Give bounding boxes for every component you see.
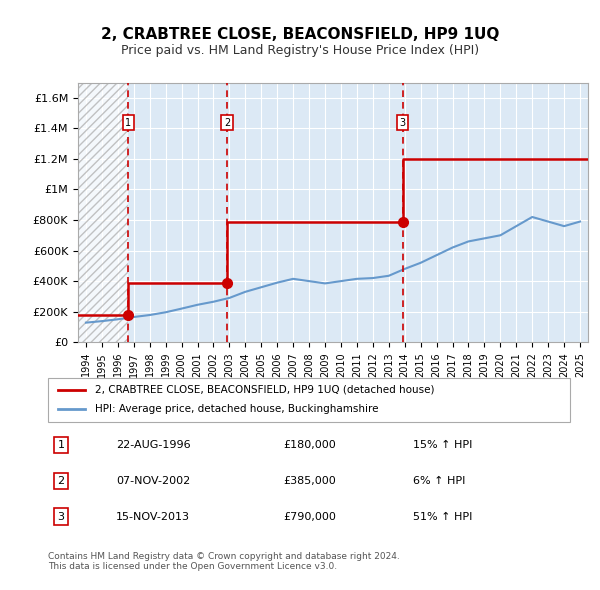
Text: 2, CRABTREE CLOSE, BEACONSFIELD, HP9 1UQ: 2, CRABTREE CLOSE, BEACONSFIELD, HP9 1UQ	[101, 27, 499, 41]
Text: 2: 2	[58, 476, 65, 486]
Text: 1: 1	[58, 440, 65, 450]
Text: 22-AUG-1996: 22-AUG-1996	[116, 440, 190, 450]
Text: 51% ↑ HPI: 51% ↑ HPI	[413, 512, 473, 522]
Text: 2, CRABTREE CLOSE, BEACONSFIELD, HP9 1UQ (detached house): 2, CRABTREE CLOSE, BEACONSFIELD, HP9 1UQ…	[95, 385, 434, 395]
FancyBboxPatch shape	[48, 378, 570, 422]
Text: 3: 3	[58, 512, 65, 522]
Text: 1: 1	[125, 118, 131, 128]
Text: Price paid vs. HM Land Registry's House Price Index (HPI): Price paid vs. HM Land Registry's House …	[121, 44, 479, 57]
Bar	[78, 83, 128, 342]
Text: 6% ↑ HPI: 6% ↑ HPI	[413, 476, 466, 486]
Text: HPI: Average price, detached house, Buckinghamshire: HPI: Average price, detached house, Buck…	[95, 405, 379, 414]
Text: £790,000: £790,000	[283, 512, 336, 522]
Text: 07-NOV-2002: 07-NOV-2002	[116, 476, 190, 486]
Text: 3: 3	[400, 118, 406, 128]
Text: £180,000: £180,000	[283, 440, 335, 450]
Text: 2: 2	[224, 118, 230, 128]
Text: £385,000: £385,000	[283, 476, 335, 486]
Text: Contains HM Land Registry data © Crown copyright and database right 2024.
This d: Contains HM Land Registry data © Crown c…	[48, 552, 400, 571]
Text: 15-NOV-2013: 15-NOV-2013	[116, 512, 190, 522]
Text: 15% ↑ HPI: 15% ↑ HPI	[413, 440, 473, 450]
